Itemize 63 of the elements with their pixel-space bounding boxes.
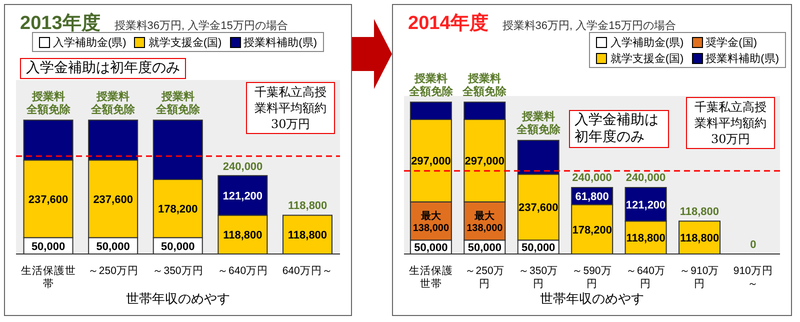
data-label: 297,000: [464, 156, 505, 168]
x-tick-label: ～350万円: [518, 265, 558, 290]
x-tick-label: 910万円～: [733, 265, 773, 290]
data-label: 最大138,000: [412, 210, 450, 234]
chart-subtitle: 授業料36万円, 入学金15万円の場合: [114, 19, 288, 33]
data-label: 118,800: [626, 232, 666, 245]
total-label: 118,800: [287, 200, 328, 212]
text: 授業料全額免除: [90, 91, 136, 118]
ref-line-label: 千葉私立高授業料平均額約30万円: [246, 82, 336, 134]
data-label: 50,000: [468, 242, 502, 254]
data-label: 237,600: [518, 202, 558, 214]
legend-label: 入学補助金(県): [53, 36, 126, 50]
x-tick-label: ～640万円: [626, 265, 666, 290]
legend-label: 奨学金(国): [706, 36, 757, 50]
text: 授業料全額免除: [408, 73, 454, 100]
x-tick-label: 640万円～: [282, 265, 333, 277]
annotation: 入学金補助は初年度のみ: [568, 110, 669, 148]
data-label: 50,000: [31, 240, 66, 253]
data-label: 118,800: [223, 230, 262, 242]
total-label: 240,000: [624, 172, 667, 184]
legend-label: 入学補助金(県): [610, 36, 684, 50]
chart-title: 2014年度: [408, 12, 488, 36]
x-axis-title: 世帯年収のめやす: [539, 290, 645, 308]
legend-label: 就学支援金(国): [610, 52, 684, 66]
x-axis-title: 世帯年収のめやす: [125, 290, 231, 308]
x-tick-label: ～640万円: [218, 265, 268, 277]
data-label: 121,200: [222, 190, 263, 202]
data-label: 50,000: [161, 240, 195, 253]
chart-title: 2013年度: [20, 12, 100, 36]
annotation: 授業料全額免除: [515, 111, 562, 138]
data-label: 50,000: [414, 242, 448, 254]
data-label: 237,600: [93, 194, 133, 206]
data-label: 61,800: [575, 191, 609, 204]
data-label: 118,800: [288, 230, 328, 242]
data-label: 121,200: [626, 199, 666, 212]
data-label: 237,600: [28, 194, 68, 206]
data-label: 最大138,000: [466, 210, 504, 234]
text: 授業料全額免除: [25, 91, 72, 118]
text: 授業料全額免除: [155, 91, 201, 118]
ref-line-label: 千葉私立高授業料平均額約30万円: [686, 96, 776, 149]
total-label: 118,800: [678, 206, 720, 218]
x-tick-label: ～590万円: [572, 265, 612, 290]
x-tick-label: 生活保護世帯: [408, 264, 453, 290]
chart-subtitle: 授業料36万円, 入学金15万円の場合: [502, 19, 676, 33]
x-tick-label: 生活保護世帯: [20, 264, 76, 290]
legend-label: 授業料補助(県): [244, 36, 317, 50]
legend-label: 授業料補助(県): [706, 52, 779, 66]
total-label: 240,000: [222, 160, 264, 173]
total-label: 240,000: [571, 172, 613, 184]
data-label: 50,000: [522, 242, 556, 254]
data-label: 118,800: [680, 232, 720, 245]
data-label: 50,000: [96, 240, 130, 253]
text: 授業料全額免除: [462, 73, 508, 100]
x-tick-label: ～250万円: [464, 265, 504, 290]
x-tick-label: ～350万円: [152, 265, 204, 277]
x-tick-label: ～250万円: [88, 265, 138, 277]
data-label: 178,200: [572, 224, 612, 236]
text: 入学金補助は初年度のみ: [20, 58, 186, 79]
data-label: 178,200: [158, 204, 198, 216]
data-label: 297,000: [411, 156, 451, 168]
total-label: 0: [749, 239, 758, 251]
x-tick-label: ～910万円: [680, 265, 720, 290]
legend-label: 就学支援金(国): [148, 36, 222, 50]
